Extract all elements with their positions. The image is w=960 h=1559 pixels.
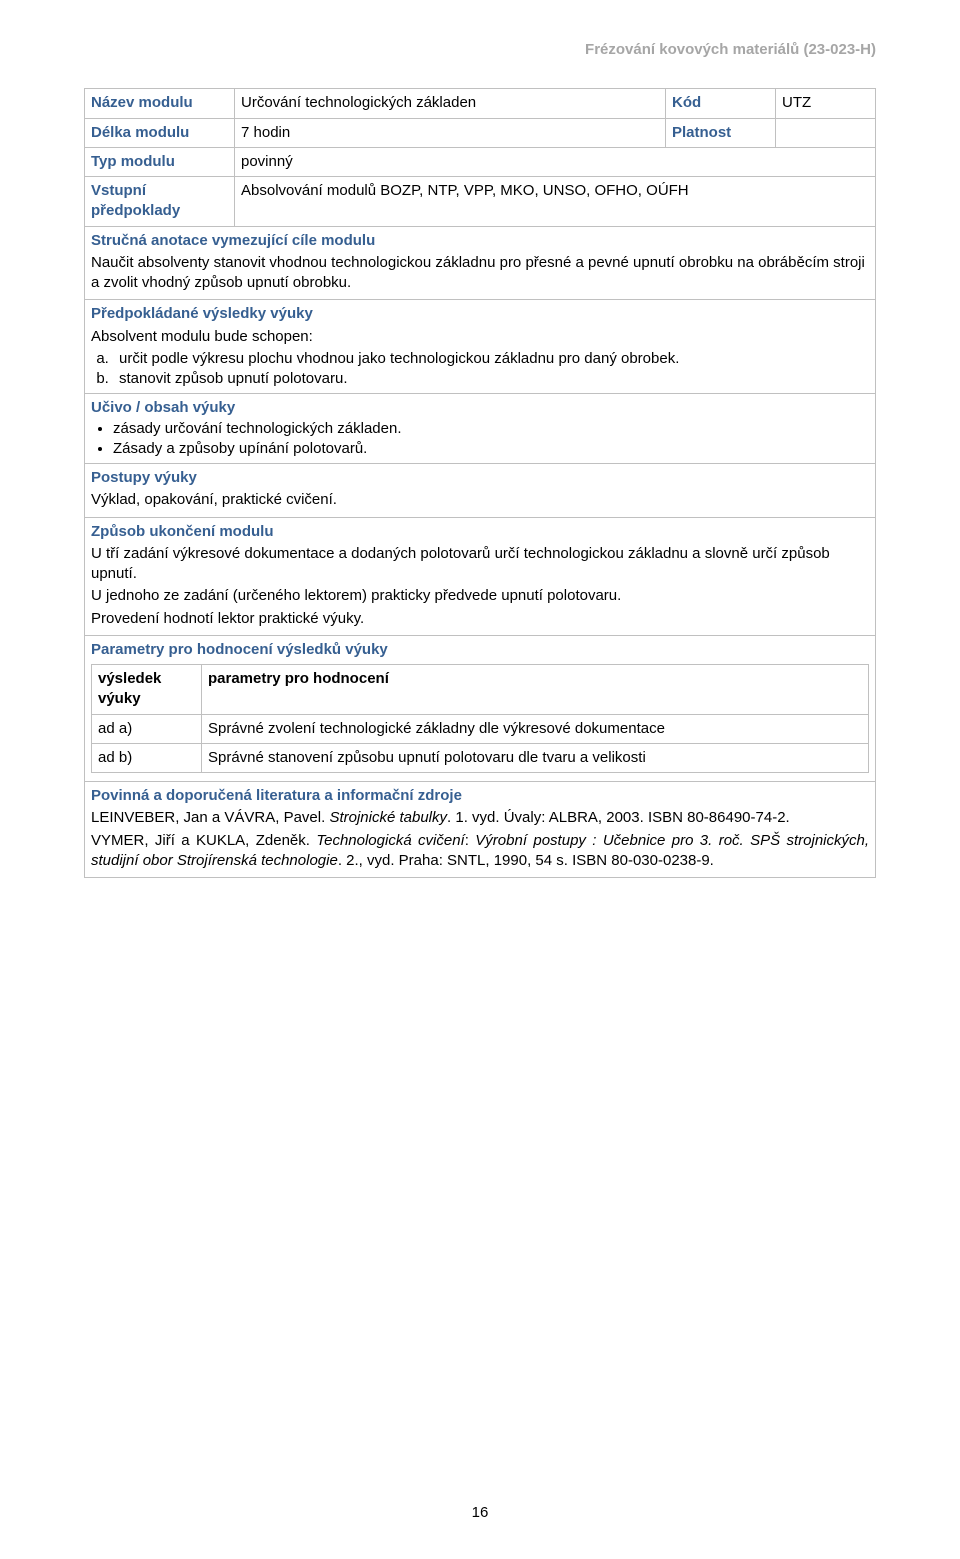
text-ukonceni-1: U tří zadání výkresové dokumentace a dod…	[91, 544, 869, 585]
value-typ-modulu: povinný	[235, 147, 876, 176]
text-ukonceni-2: U jednoho ze zadání (určeného lektorem) …	[91, 586, 869, 606]
label-zpusob-ukonceni: Způsob ukončení modulu	[91, 522, 869, 542]
label-predpokladane-vysledky: Předpokládané výsledky výuky	[91, 304, 869, 324]
text-anotace: Naučit absolventy stanovit vhodnou techn…	[91, 253, 869, 294]
value-kod: UTZ	[776, 89, 876, 118]
row-ucivo: Učivo / obsah výuky zásady určování tech…	[85, 394, 876, 464]
text-vysledky-intro: Absolvent modulu bude schopen:	[91, 327, 869, 347]
row-parametry: Parametry pro hodnocení výsledků výuky v…	[85, 635, 876, 781]
label-literatura: Povinná a doporučená literatura a inform…	[91, 786, 869, 806]
eval-key: ad a)	[92, 714, 202, 743]
lit-entry-2: VYMER, Jiří a KUKLA, Zdeněk. Technologic…	[91, 831, 869, 872]
eval-header-right: parametry pro hodnocení	[202, 665, 869, 715]
label-strucna-anotace: Stručná anotace vymezující cíle modulu	[91, 231, 869, 251]
text-ukonceni-3: Provedení hodnotí lektor praktické výuky…	[91, 609, 869, 629]
eval-key: ad b)	[92, 743, 202, 772]
text-postupy: Výklad, opakování, praktické cvičení.	[91, 490, 869, 510]
lit-entry-1: LEINVEBER, Jan a VÁVRA, Pavel. Strojnick…	[91, 808, 869, 828]
row-ukonceni: Způsob ukončení modulu U tří zadání výkr…	[85, 517, 876, 635]
list-item: zásady určování technologických základen…	[113, 419, 869, 439]
value-platnost	[776, 118, 876, 147]
label-typ-modulu: Typ modulu	[85, 147, 235, 176]
row-nazev: Název modulu Určování technologických zá…	[85, 89, 876, 118]
row-postupy: Postupy výuky Výklad, opakování, praktic…	[85, 464, 876, 518]
label-parametry-hodnoceni: Parametry pro hodnocení výsledků výuky	[91, 640, 869, 660]
label-nazev-modulu: Název modulu	[85, 89, 235, 118]
row-vstupni: Vstupní předpoklady Absolvování modulů B…	[85, 177, 876, 227]
list-item: stanovit způsob upnutí polotovaru.	[113, 369, 869, 389]
eval-header-row: výsledek výuky parametry pro hodnocení	[92, 665, 869, 715]
eval-row: ad b) Správné stanovení způsobu upnutí p…	[92, 743, 869, 772]
list-item: Zásady a způsoby upínání polotovarů.	[113, 439, 869, 459]
eval-val: Správné stanovení způsobu upnutí polotov…	[202, 743, 869, 772]
label-ucivo: Učivo / obsah výuky	[91, 398, 869, 418]
label-kod: Kód	[666, 89, 776, 118]
label-platnost: Platnost	[666, 118, 776, 147]
page-header: Frézování kovových materiálů (23-023-H)	[84, 40, 876, 60]
eval-row: ad a) Správné zvolení technologické zákl…	[92, 714, 869, 743]
eval-val: Správné zvolení technologické základny d…	[202, 714, 869, 743]
eval-table: výsledek výuky parametry pro hodnocení a…	[91, 664, 869, 773]
row-literatura: Povinná a doporučená literatura a inform…	[85, 782, 876, 878]
list-vysledky: určit podle výkresu plochu vhodnou jako …	[113, 349, 869, 390]
row-typ: Typ modulu povinný	[85, 147, 876, 176]
module-form-table: Název modulu Určování technologických zá…	[84, 88, 876, 878]
row-anotace: Stručná anotace vymezující cíle modulu N…	[85, 226, 876, 300]
list-ucivo: zásady určování technologických základen…	[113, 419, 869, 460]
label-postupy: Postupy výuky	[91, 468, 869, 488]
label-delka-modulu: Délka modulu	[85, 118, 235, 147]
label-vstupni-predpoklady: Vstupní předpoklady	[85, 177, 235, 227]
eval-header-left: výsledek výuky	[92, 665, 202, 715]
row-vysledky: Předpokládané výsledky výuky Absolvent m…	[85, 300, 876, 394]
page-number: 16	[0, 1503, 960, 1523]
row-delka: Délka modulu 7 hodin Platnost	[85, 118, 876, 147]
value-nazev-modulu: Určování technologických základen	[235, 89, 666, 118]
value-delka-modulu: 7 hodin	[235, 118, 666, 147]
document-page: Frézování kovových materiálů (23-023-H) …	[0, 0, 960, 1559]
value-vstupni-predpoklady: Absolvování modulů BOZP, NTP, VPP, MKO, …	[235, 177, 876, 227]
list-item: určit podle výkresu plochu vhodnou jako …	[113, 349, 869, 369]
